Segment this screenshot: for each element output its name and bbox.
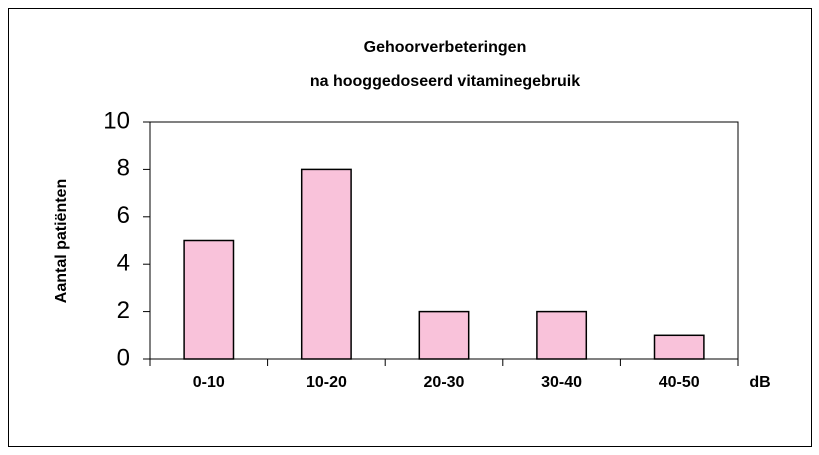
chart-frame — [8, 8, 812, 447]
x-axis-label: dB — [749, 374, 770, 391]
chart-title: Gehoorverbeteringen — [364, 39, 527, 56]
x-tick-label: 30-40 — [541, 374, 582, 391]
x-tick-label: 10-20 — [306, 374, 347, 391]
bar — [300, 168, 352, 360]
x-tick-label: 40-50 — [659, 374, 700, 391]
x-tick-label: 0-10 — [193, 374, 225, 391]
x-tick-label: 20-30 — [424, 374, 465, 391]
y-tick-label: 4 — [117, 250, 130, 277]
y-tick-label: 0 — [117, 344, 130, 371]
bar — [653, 334, 705, 360]
y-tick-label: 6 — [117, 202, 130, 229]
bar — [418, 310, 470, 360]
y-tick-label: 2 — [117, 297, 130, 324]
y-tick-label: 10 — [103, 107, 130, 134]
chart-title: na hooggedoseerd vitaminegebruik — [310, 73, 580, 90]
bar — [183, 239, 235, 360]
y-tick-label: 8 — [117, 155, 130, 182]
y-axis-label: Aantal patiënten — [53, 179, 70, 303]
bar — [536, 310, 588, 360]
